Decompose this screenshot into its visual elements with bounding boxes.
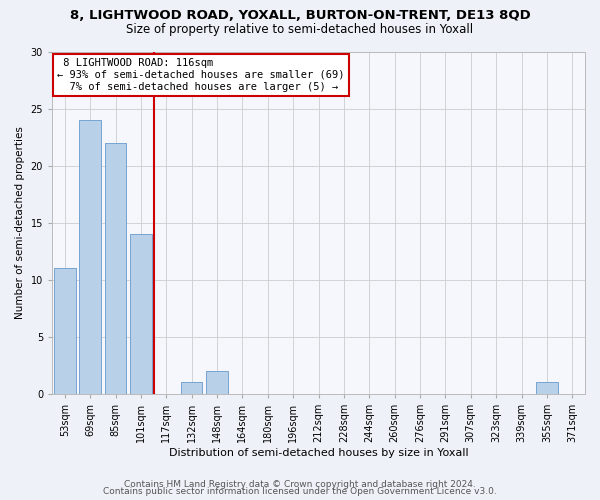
X-axis label: Distribution of semi-detached houses by size in Yoxall: Distribution of semi-detached houses by …: [169, 448, 469, 458]
Text: Contains HM Land Registry data © Crown copyright and database right 2024.: Contains HM Land Registry data © Crown c…: [124, 480, 476, 489]
Bar: [536, 382, 558, 394]
Bar: [54, 268, 76, 394]
Bar: [79, 120, 101, 394]
Text: 8, LIGHTWOOD ROAD, YOXALL, BURTON-ON-TRENT, DE13 8QD: 8, LIGHTWOOD ROAD, YOXALL, BURTON-ON-TRE…: [70, 9, 530, 22]
Y-axis label: Number of semi-detached properties: Number of semi-detached properties: [15, 126, 25, 319]
Bar: [206, 370, 228, 394]
Text: Contains public sector information licensed under the Open Government Licence v3: Contains public sector information licen…: [103, 488, 497, 496]
Bar: [181, 382, 202, 394]
Text: 8 LIGHTWOOD ROAD: 116sqm
← 93% of semi-detached houses are smaller (69)
  7% of : 8 LIGHTWOOD ROAD: 116sqm ← 93% of semi-d…: [58, 58, 345, 92]
Bar: [105, 142, 127, 394]
Bar: [130, 234, 152, 394]
Text: Size of property relative to semi-detached houses in Yoxall: Size of property relative to semi-detach…: [127, 22, 473, 36]
